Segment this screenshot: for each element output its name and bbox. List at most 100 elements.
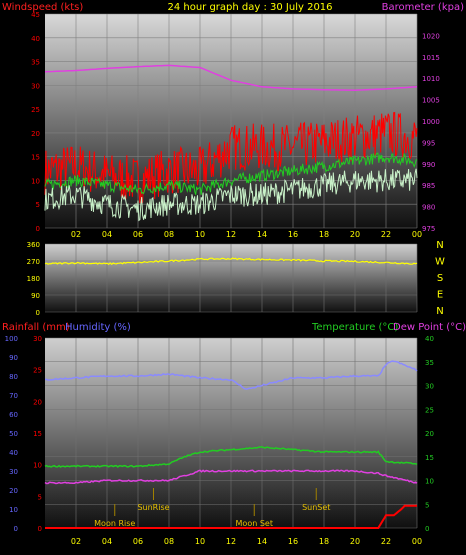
humidity-tick-label: 10 — [9, 506, 18, 514]
rainfall-title: Rainfall (mm) — [2, 322, 70, 333]
temp-tick-label: 20 — [425, 430, 434, 438]
rain-tick-label: 0 — [38, 525, 42, 533]
x-tick-label: 04 — [102, 230, 112, 239]
event-label: SunRise — [137, 503, 169, 512]
compass-letter: N — [436, 240, 443, 251]
event-label: Moon Set — [236, 519, 273, 528]
rain-tick-label: 15 — [33, 430, 42, 438]
baro-right-axis: 975 980 985 990 995 1000 1005 1010 1015 1020 — [422, 32, 440, 233]
y-tick-label: 35 — [31, 59, 40, 67]
humidity-tick-label: 20 — [9, 487, 18, 495]
rain-tick-label: 5 — [38, 493, 42, 501]
x-tick-label: 00 — [412, 230, 422, 239]
temp-tick-label: 10 — [425, 478, 434, 486]
x-tick-label: 20 — [350, 537, 360, 546]
wind-series — [44, 64, 418, 222]
series-line-rainfall — [45, 504, 417, 529]
x-tick-label: 10 — [195, 230, 205, 239]
y-tick-label: 10 — [31, 177, 40, 185]
temp-right-axis: 0 5 10 15 20 25 30 35 40 — [425, 335, 434, 533]
x-tick-label: 12 — [226, 230, 236, 239]
y2-tick-label: 1015 — [422, 54, 440, 62]
y2-tick-label: 975 — [422, 225, 435, 233]
wind-x-axis: 02 04 06 08 10 12 14 16 18 20 22 00 — [71, 230, 422, 239]
humidity-tick-label: 30 — [9, 468, 18, 476]
y2-tick-label: 1000 — [422, 118, 440, 126]
y-tick-label: 180 — [27, 275, 40, 283]
y2-tick-label: 1020 — [422, 32, 440, 40]
series-line-temperature — [44, 446, 418, 468]
humidity-tick-label: 100 — [5, 335, 18, 343]
y-tick-label: 360 — [27, 241, 40, 249]
rain-tick-label: 30 — [33, 335, 42, 343]
temp-tick-label: 30 — [425, 383, 434, 391]
humidity-tick-label: 50 — [9, 430, 18, 438]
humidity-tick-label: 40 — [9, 449, 18, 457]
rain-tick-label: 25 — [33, 367, 42, 375]
temperature-title: Temperature (°C) — [311, 322, 398, 333]
temp-left-axis: 0 10 20 30 40 50 60 70 80 90 100 0 5 10 15 20 25 30 — [5, 335, 42, 533]
x-tick-label: 10 — [195, 537, 205, 546]
temp-tick-label: 0 — [425, 525, 429, 533]
direction-series — [44, 257, 418, 266]
y-tick-label: 0 — [36, 309, 40, 317]
compass-letter: N — [436, 306, 443, 317]
compass-letter: W — [435, 257, 445, 268]
series-line-direction — [44, 257, 418, 266]
y-tick-label: 25 — [31, 106, 40, 114]
compass-letter: S — [437, 273, 443, 284]
x-tick-label: 18 — [319, 537, 329, 546]
y-tick-label: 90 — [31, 292, 40, 300]
x-tick-label: 02 — [71, 230, 81, 239]
x-tick-label: 22 — [381, 537, 391, 546]
y2-tick-label: 1010 — [422, 75, 440, 83]
temp-series — [44, 360, 418, 529]
temp-grid — [45, 337, 418, 529]
series-line-dew-point — [44, 469, 418, 485]
y2-tick-label: 985 — [422, 182, 435, 190]
series-line-baro — [44, 64, 418, 91]
event-label: SunSet — [302, 503, 330, 512]
series-line-humidity — [45, 360, 418, 390]
x-tick-label: 06 — [133, 537, 143, 546]
temp-tick-label: 35 — [425, 359, 434, 367]
series-line-avg — [44, 152, 418, 195]
x-tick-label: 02 — [71, 537, 81, 546]
x-tick-label: 08 — [164, 537, 174, 546]
series-line-wind — [44, 168, 418, 222]
y2-tick-label: 980 — [422, 204, 435, 212]
barometer-title: Barometer (kpa) — [382, 2, 464, 13]
humidity-tick-label: 80 — [9, 373, 18, 381]
temp-x-axis: 02 04 06 08 10 12 14 16 18 20 22 00 — [71, 537, 422, 546]
humidity-title: Humidity (%) — [65, 322, 131, 333]
x-tick-label: 12 — [226, 537, 236, 546]
windspeed-title: Windspeed (kts) — [2, 2, 83, 13]
x-tick-label: 16 — [288, 230, 298, 239]
graph-date-title: 24 hour graph day : 30 July 2016 — [167, 2, 332, 13]
x-tick-label: 08 — [164, 230, 174, 239]
rain-tick-label: 20 — [33, 398, 42, 406]
y-tick-label: 40 — [31, 35, 40, 43]
x-tick-label: 16 — [288, 537, 298, 546]
humidity-tick-label: 70 — [9, 392, 18, 400]
x-tick-label: 20 — [350, 230, 360, 239]
temp-tick-label: 5 — [425, 501, 429, 509]
y2-tick-label: 990 — [422, 161, 435, 169]
y-tick-label: 270 — [27, 258, 40, 266]
direction-grid — [45, 243, 418, 313]
x-tick-label: 22 — [381, 230, 391, 239]
humidity-tick-label: 90 — [9, 354, 18, 362]
y2-tick-label: 1005 — [422, 97, 440, 105]
series-line-gust — [44, 112, 418, 204]
event-label: Moon Rise — [94, 519, 135, 528]
y-tick-label: 30 — [31, 82, 40, 90]
y-tick-label: 15 — [31, 154, 40, 162]
y2-tick-label: 995 — [422, 139, 435, 147]
x-tick-label: 00 — [412, 537, 422, 546]
y-tick-label: 5 — [36, 201, 40, 209]
humidity-tick-label: 0 — [14, 525, 18, 533]
x-tick-label: 06 — [133, 230, 143, 239]
